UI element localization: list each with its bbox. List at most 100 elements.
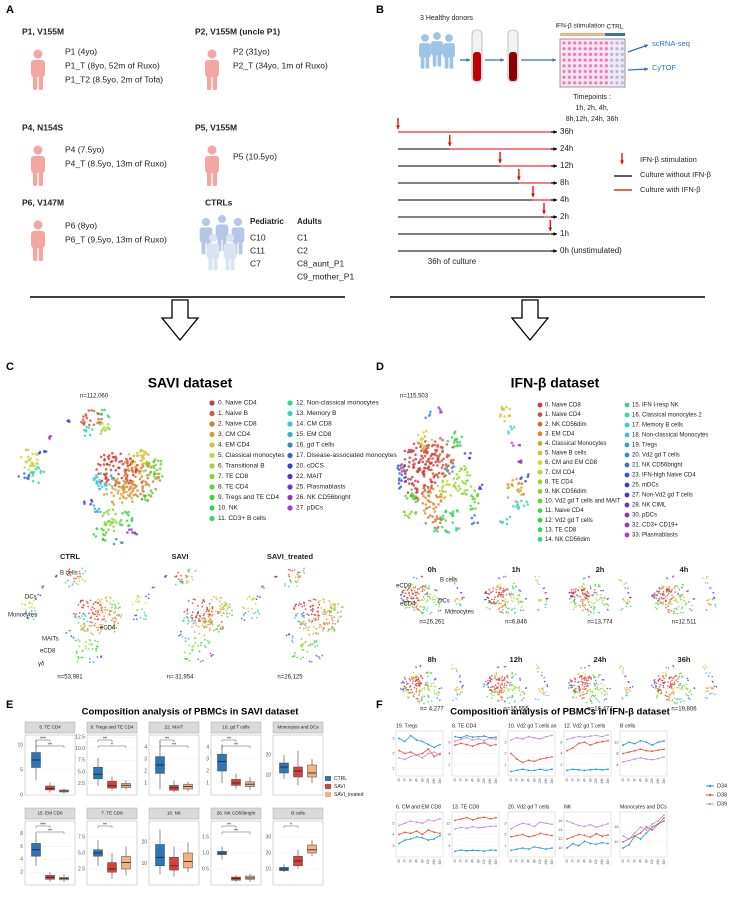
umap-dot [518, 689, 521, 692]
umap-dot [407, 465, 411, 468]
umap-dot [438, 691, 440, 694]
umap-dot [452, 441, 456, 444]
sig-label: ** [48, 742, 52, 748]
umap-dot [440, 472, 444, 476]
umap-dot [543, 692, 545, 694]
umap-dot [124, 460, 128, 464]
umap-dot [483, 598, 486, 601]
umap-dot [122, 491, 125, 495]
umap-dot [499, 595, 502, 597]
umap-dot [579, 606, 582, 608]
umap-dot [159, 459, 163, 463]
series-point [465, 849, 468, 852]
umap-dot [491, 678, 493, 680]
umap-dot [109, 609, 111, 612]
umap-dot [308, 620, 311, 623]
person-leg [212, 171, 217, 186]
umap-dot [587, 592, 590, 594]
series-point [577, 735, 580, 738]
person-leg [33, 246, 38, 261]
umap-dot [418, 588, 421, 590]
umap-dot [625, 689, 627, 692]
well [604, 75, 609, 79]
umap-dot [456, 693, 459, 696]
umap-dot [500, 696, 502, 699]
umap-dot [591, 690, 593, 693]
umap-dot [102, 463, 106, 466]
umap-dot [707, 690, 709, 693]
facet-title: 12. Vd2 gd T cells [564, 723, 606, 729]
cell-count: n= 4,277 [420, 707, 444, 713]
umap-dot [115, 482, 118, 486]
umap-dot [208, 629, 211, 632]
umap-dot [413, 576, 415, 579]
umap-dot [518, 595, 521, 597]
person-icon [431, 32, 443, 67]
facet-title: B cells [291, 811, 305, 816]
umap-dot [625, 694, 627, 697]
umap-dot [453, 577, 456, 579]
umap-dot [77, 621, 80, 624]
x-tick-label: 4h [414, 859, 418, 863]
umap-dot [134, 485, 137, 489]
umap-dot [92, 633, 94, 636]
umap-dot [586, 608, 589, 610]
umap-dot [540, 599, 542, 602]
well [588, 75, 593, 79]
umap-dot [570, 686, 572, 689]
well [583, 52, 587, 57]
series-point [415, 830, 418, 833]
umap-dot [574, 680, 576, 683]
umap-dot [323, 623, 326, 626]
series-point [577, 824, 580, 827]
umap-dot [78, 570, 80, 573]
umap-dot [661, 594, 664, 596]
umap-dot [595, 682, 598, 684]
umap-dot [620, 665, 623, 668]
series-point [633, 832, 636, 834]
umap-dot [201, 624, 204, 627]
umap-dot [90, 608, 93, 611]
series-point [601, 735, 604, 738]
umap-dot [584, 596, 586, 598]
series-point [465, 734, 468, 737]
umap-dot [26, 617, 29, 620]
sample-label: P6_T (9.5yo, 13m of Ruxo) [65, 234, 167, 244]
umap-dot [609, 687, 611, 690]
umap-dot [103, 615, 105, 617]
cell-count: n= 31,954 [167, 675, 195, 681]
umap-dot [503, 600, 506, 602]
umap-dot [140, 497, 144, 501]
legend-swatch [209, 463, 215, 469]
umap-dot [322, 628, 325, 630]
umap-dot [486, 695, 489, 698]
umap-dot [485, 598, 487, 601]
umap-dot [72, 612, 75, 615]
umap-dot [310, 613, 313, 616]
umap-dot [68, 568, 71, 571]
umap-dot [488, 608, 491, 610]
umap-dot [84, 615, 87, 618]
umap-dot [602, 599, 604, 602]
legend-label: 15. EM CD8 [296, 431, 332, 438]
person-head [225, 233, 235, 243]
umap-dot [678, 676, 680, 678]
series-point [651, 744, 654, 746]
umap-dot [428, 688, 431, 691]
umap-dot [144, 469, 147, 472]
umap-dot [497, 693, 499, 696]
umap-dot [142, 450, 146, 453]
x-tick-label: 0h [453, 859, 457, 863]
umap-dot [499, 686, 502, 689]
umap-dot [491, 598, 493, 601]
umap-dot [668, 694, 671, 696]
umap-dot [121, 511, 124, 515]
series-point [427, 829, 430, 831]
series-point [539, 758, 542, 761]
y-tick-label: 2 [504, 833, 506, 837]
umap-dot [416, 604, 419, 606]
umap-dot [145, 595, 148, 598]
umap-dot [710, 587, 712, 589]
umap-dot [459, 691, 462, 693]
umap-dot [143, 617, 145, 620]
